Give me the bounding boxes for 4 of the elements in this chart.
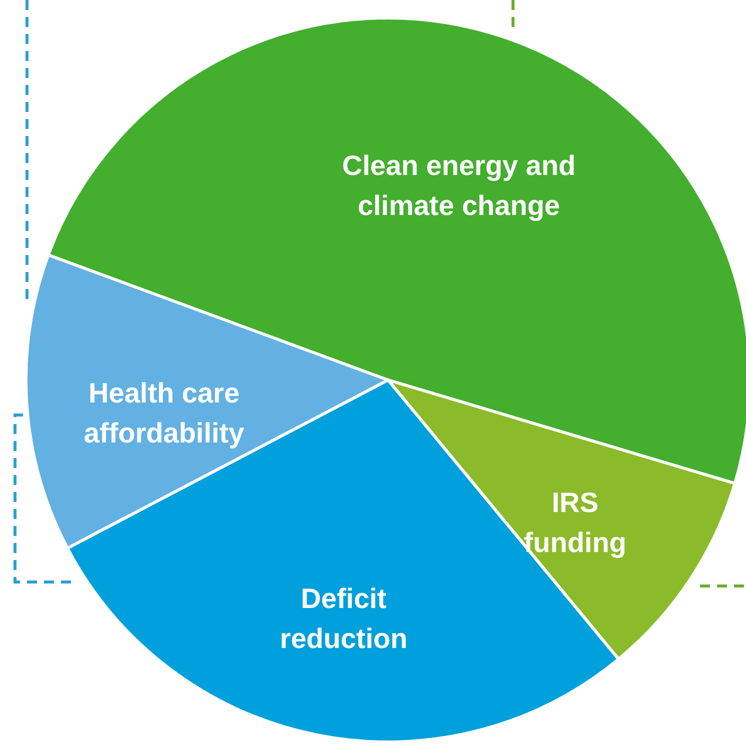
slice-label: Health care affordability — [84, 378, 245, 449]
slice-label: Clean energy and climate change — [342, 150, 576, 222]
slice-label: IRS funding — [524, 486, 626, 558]
slice-label: Deficit reduction — [280, 583, 408, 654]
